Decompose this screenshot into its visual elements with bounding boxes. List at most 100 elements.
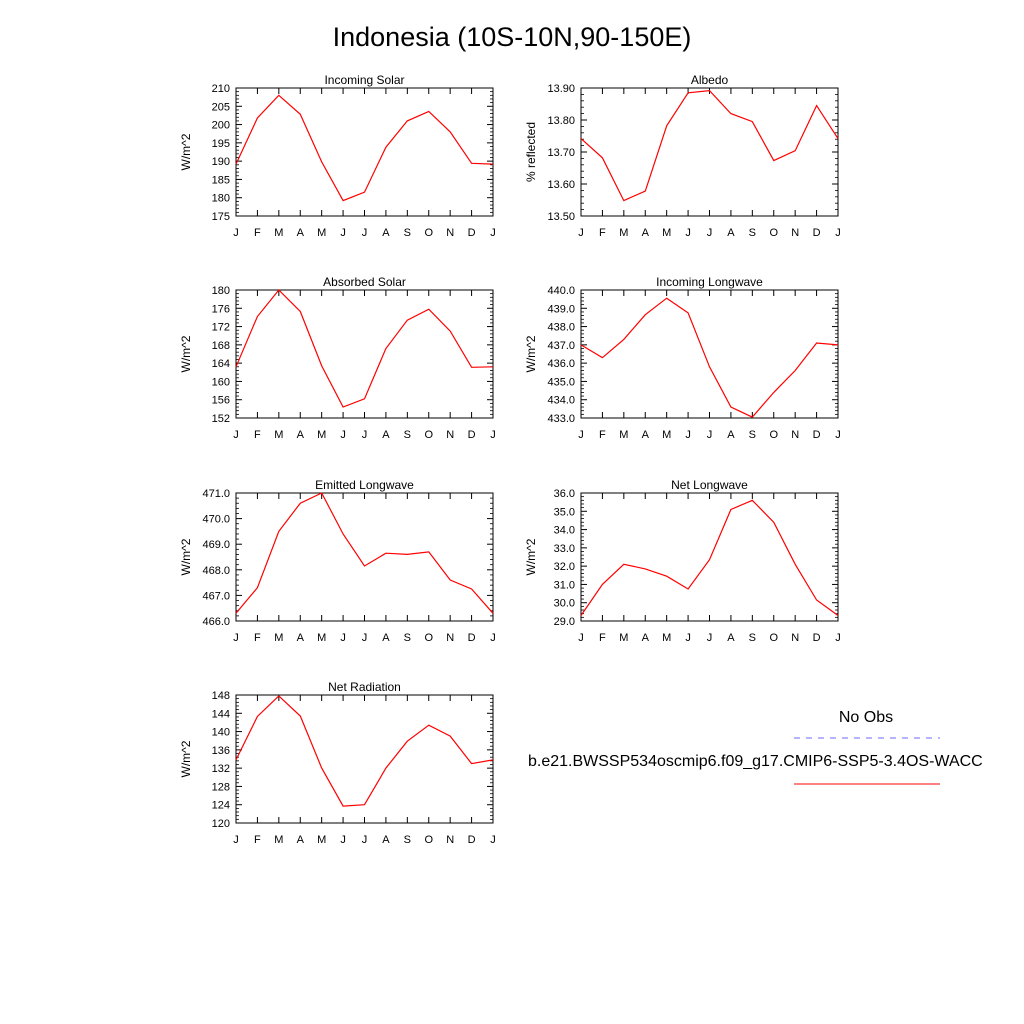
x-tick-label: J [233,429,239,441]
y-tick-label: 13.80 [547,115,575,127]
x-tick-label: M [662,632,671,644]
y-tick-label: 35.0 [554,506,575,518]
x-tick-label: A [382,227,390,239]
series-line [235,94,494,202]
series-line [235,492,494,614]
y-tick-label: 164 [212,358,230,370]
y-tick-label: 436.0 [547,358,575,370]
main-title: Indonesia (10S-10N,90-150E) [333,22,692,52]
x-tick-label: S [749,632,756,644]
x-tick-label: O [769,227,778,239]
x-tick-label: O [424,834,433,846]
legend-obs-label: No Obs [839,709,893,726]
y-tick-label: 440.0 [547,285,575,297]
x-tick-label: J [340,632,346,644]
x-tick-label: J [685,632,691,644]
x-tick-label: A [642,227,650,239]
x-tick-label: A [727,632,735,644]
y-tick-label: 32.0 [554,561,575,573]
x-tick-label: J [490,429,496,441]
y-tick-label: 136 [212,745,230,757]
panel-title: Absorbed Solar [323,275,406,289]
x-tick-label: N [446,227,454,239]
panel-title: Incoming Longwave [656,275,763,289]
x-tick-label: J [685,429,691,441]
x-tick-label: M [662,429,671,441]
x-tick-label: J [707,429,713,441]
y-axis-label: W/m^2 [179,335,193,372]
x-tick-label: A [297,429,305,441]
x-tick-label: M [274,429,283,441]
legend-model-label: b.e21.BWSSP534oscmip6.f09_g17.CMIP6-SSP5… [528,753,983,770]
y-tick-label: 439.0 [547,303,575,315]
x-tick-label: J [835,429,841,441]
x-tick-label: N [446,834,454,846]
y-tick-label: 175 [212,211,230,223]
x-tick-label: J [685,227,691,239]
y-tick-label: 466.0 [202,616,230,628]
y-tick-label: 13.70 [547,147,575,159]
y-tick-label: 144 [212,708,230,720]
y-tick-label: 120 [212,818,230,830]
y-axis-label: W/m^2 [179,538,193,575]
x-tick-label: M [317,834,326,846]
x-tick-label: M [619,632,628,644]
x-tick-label: J [578,632,584,644]
x-tick-label: F [599,429,606,441]
y-tick-label: 205 [212,101,230,113]
series-line [235,695,494,807]
x-tick-label: M [619,227,628,239]
y-tick-label: 471.0 [202,488,230,500]
x-tick-label: A [727,227,735,239]
x-tick-label: M [662,227,671,239]
y-tick-label: 190 [212,156,230,168]
x-tick-label: J [707,227,713,239]
x-tick-label: D [468,632,476,644]
x-tick-label: D [813,227,821,239]
y-tick-label: 152 [212,413,230,425]
y-tick-label: 13.90 [547,83,575,95]
x-tick-label: O [424,632,433,644]
y-tick-label: 30.0 [554,598,575,610]
x-tick-label: J [362,632,368,644]
y-tick-label: 467.0 [202,590,230,602]
x-tick-label: S [404,834,411,846]
x-tick-label: N [791,632,799,644]
y-tick-label: 434.0 [547,395,575,407]
panel-title: Incoming Solar [324,73,404,87]
y-tick-label: 13.50 [547,211,575,223]
y-tick-label: 172 [212,322,230,334]
x-tick-label: M [274,632,283,644]
y-tick-label: 433.0 [547,413,575,425]
x-tick-label: J [490,632,496,644]
y-tick-label: 128 [212,781,230,793]
x-tick-label: S [749,429,756,441]
x-tick-label: J [340,429,346,441]
x-tick-label: O [424,227,433,239]
x-tick-label: M [274,227,283,239]
x-tick-label: J [362,429,368,441]
x-tick-label: M [317,429,326,441]
x-tick-label: S [404,227,411,239]
x-tick-label: J [233,227,239,239]
legend: No Obs b.e21.BWSSP534oscmip6.f09_g17.CMI… [528,709,983,785]
y-tick-label: 13.60 [547,179,575,191]
x-tick-label: J [233,632,239,644]
x-tick-label: A [382,429,390,441]
y-tick-label: 34.0 [554,525,575,537]
x-tick-label: S [749,227,756,239]
x-tick-label: M [317,632,326,644]
x-tick-label: N [446,429,454,441]
panel-title: Emitted Longwave [315,478,414,492]
y-tick-label: 160 [212,376,230,388]
y-tick-label: 210 [212,83,230,95]
x-tick-label: A [642,429,650,441]
x-tick-label: N [791,429,799,441]
x-tick-label: F [254,632,261,644]
x-tick-label: M [317,227,326,239]
series-line [235,289,494,408]
x-tick-label: J [490,227,496,239]
